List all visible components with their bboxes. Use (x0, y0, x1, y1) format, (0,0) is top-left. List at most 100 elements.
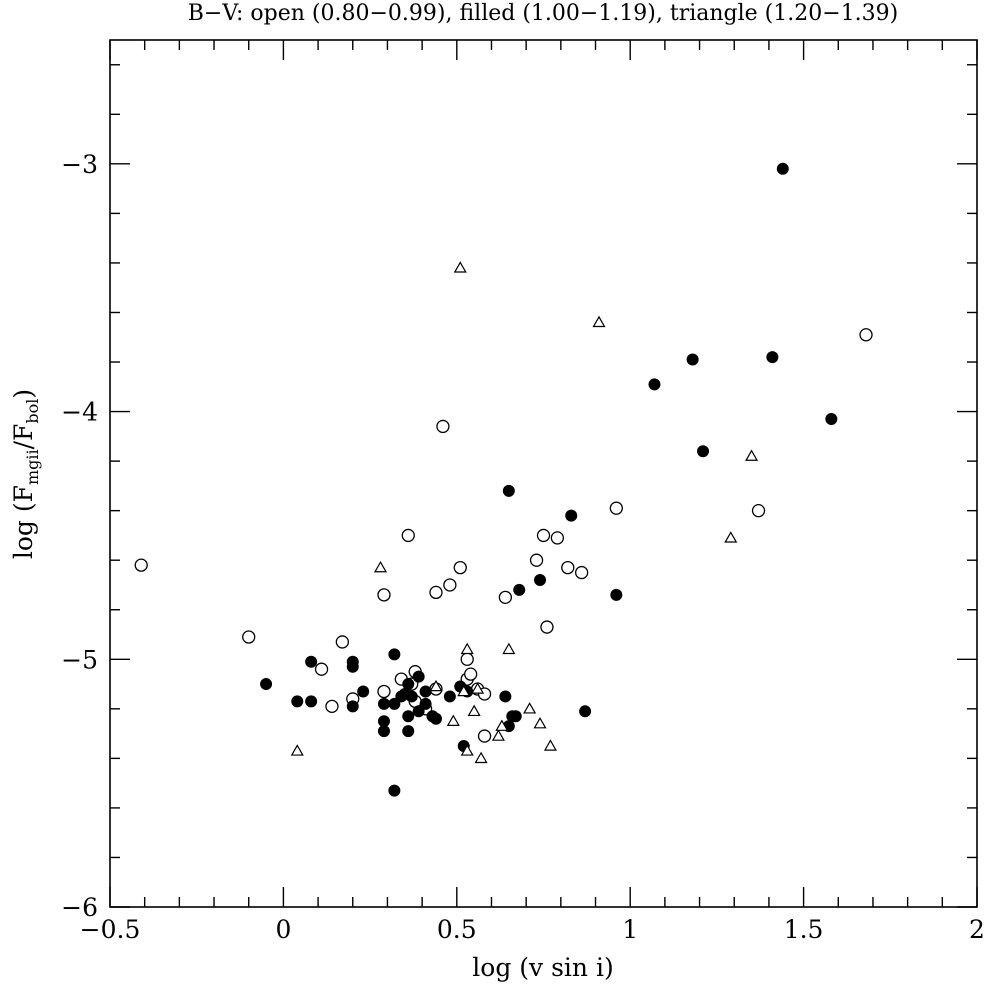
filled-circle-point (513, 583, 526, 596)
open-circle-point (561, 560, 575, 575)
filled-circle-point (405, 690, 418, 703)
plot-frame (109, 39, 978, 908)
open-triangle-point (495, 719, 509, 731)
open-circle-point (460, 652, 474, 666)
open-circle-point (498, 590, 513, 605)
filled-circle-point (377, 725, 390, 738)
x-tick-label: 0.5 (437, 915, 477, 944)
filled-circle-point (412, 705, 425, 718)
filled-circle-point (766, 351, 779, 364)
x-tick-label: 1.5 (784, 915, 824, 944)
open-triangle-point (460, 744, 474, 756)
filled-circle-point (825, 413, 838, 426)
y-tick-label: −4 (61, 398, 98, 427)
filled-circle-point (509, 710, 522, 723)
y-label-sub-bol: bol (23, 399, 42, 424)
filled-circle-point (357, 685, 370, 698)
chart-title: B−V: open (0.80−0.99), filled (1.00−1.19… (188, 1, 899, 26)
filled-circle-point (388, 648, 401, 661)
axis-ticks (109, 40, 978, 908)
filled-circle-point (697, 445, 710, 458)
tick-labels: −0.5 0 0.5 1 1.5 2 −6 −5 −4 −3 (61, 150, 985, 944)
open-triangle-point (543, 739, 557, 751)
open-triangle-point (471, 682, 485, 694)
open-circle-point (314, 662, 329, 676)
filled-circle-point (534, 574, 547, 587)
filled-circle-point (305, 695, 318, 708)
x-axis-label: log (v sin i) (472, 953, 613, 982)
filled-circle-point (429, 712, 442, 725)
open-circle-point (529, 553, 544, 567)
open-triangle-point (460, 642, 474, 655)
filled-circle-point (776, 162, 789, 175)
open-triangle-point (446, 714, 460, 726)
open-circle-point (859, 328, 873, 342)
x-tick-label: 1 (622, 915, 638, 944)
data-points (134, 162, 873, 797)
filled-circle-point (402, 725, 415, 738)
open-circle-point (453, 560, 467, 575)
filled-circle-point (388, 784, 401, 797)
open-triangle-point (457, 684, 471, 697)
open-circle-point (436, 419, 450, 434)
filled-circle-point (346, 700, 359, 713)
filled-circle-point (419, 697, 432, 710)
open-circle-point (377, 588, 391, 602)
open-circle-point (335, 635, 350, 649)
open-circle-point (325, 699, 339, 714)
filled-circle-point (402, 678, 415, 691)
open-circle-point (574, 565, 589, 580)
open-circle-point (751, 504, 766, 518)
filled-circle-point (579, 705, 592, 718)
y-label-mid: /F (9, 424, 38, 450)
y-label-suffix: ) (9, 389, 38, 399)
open-circle-point (401, 528, 415, 543)
filled-circle-point (402, 710, 415, 723)
filled-circle-point (499, 690, 512, 703)
open-circle-point (550, 531, 565, 545)
open-triangle-point (290, 744, 304, 756)
open-circle-point (540, 620, 554, 634)
y-tick-label: −3 (61, 150, 98, 179)
filled-circle-point (686, 353, 699, 366)
filled-circle-point (388, 697, 401, 710)
y-tick-label: −5 (61, 645, 98, 674)
filled-circle-point (377, 697, 390, 710)
y-label-prefix: log (F (9, 485, 38, 559)
open-triangle-point (453, 261, 467, 273)
y-axis-label: log (Fmgii/Fbol) (9, 389, 42, 559)
open-circle-point (377, 684, 391, 699)
filled-circle-point (260, 678, 273, 691)
filled-circle-point (565, 509, 578, 522)
open-circle-point (429, 585, 443, 600)
open-triangle-point (373, 560, 388, 573)
x-tick-label: 0 (275, 915, 291, 944)
open-triangle-point (533, 716, 547, 729)
open-circle-point (443, 578, 457, 592)
open-circle-point (464, 667, 478, 681)
filled-circle-point (291, 695, 304, 708)
open-triangle-point (491, 729, 505, 741)
filled-circle-point (502, 484, 515, 497)
y-tick-label: −6 (61, 893, 98, 922)
filled-circle-point (346, 655, 359, 668)
filled-circle-point (648, 378, 661, 391)
x-tick-label: −0.5 (80, 915, 141, 944)
open-triangle-point (429, 679, 443, 692)
open-triangle-point (745, 449, 759, 461)
x-tick-label: 2 (969, 915, 985, 944)
filled-circle-point (305, 655, 318, 668)
open-triangle-point (502, 642, 516, 655)
open-triangle-point (724, 531, 738, 543)
open-circle-point (536, 528, 551, 543)
y-label-sub-mgii: mgii (23, 449, 42, 485)
open-circle-point (242, 630, 256, 644)
open-triangle-point (474, 751, 488, 764)
open-triangle-point (592, 315, 606, 328)
open-triangle-point (523, 702, 537, 714)
filled-circle-point (377, 715, 390, 728)
open-circle-point (477, 729, 492, 743)
open-circle-point (134, 558, 148, 572)
filled-circle-point (443, 690, 456, 703)
